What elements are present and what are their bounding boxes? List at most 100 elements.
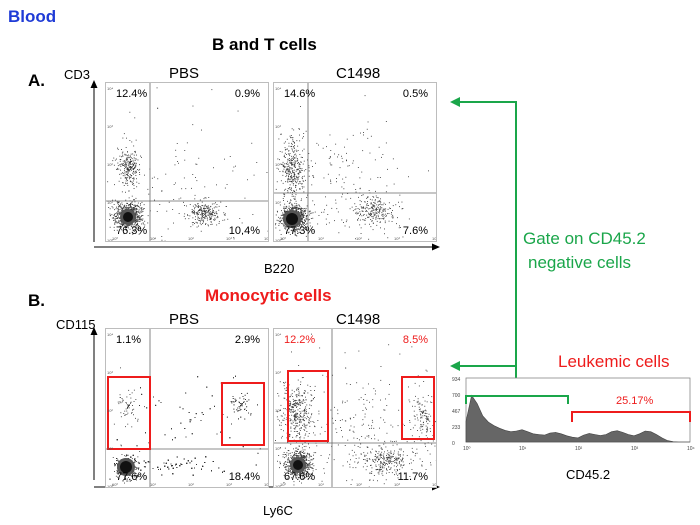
histogram-x-tick: 10³ <box>631 446 639 452</box>
negative-gate-bracket <box>465 395 569 404</box>
cd45-histogram: 934 700 467 233 0 10⁰ 10¹ 10² 10³ 10⁴ <box>452 377 695 452</box>
gate-arrow-head-lower <box>450 361 460 371</box>
y-tick-label: 10⁴ <box>107 332 114 337</box>
plot-b-c1498-q-upper-right: 8.5% <box>402 334 428 346</box>
scatter-canvas <box>106 329 268 487</box>
gate-rectangle <box>107 376 151 450</box>
y-tick-label: 10¹ <box>275 200 281 205</box>
plot-a-pbs-q-lower-right: 10.4% <box>228 225 260 237</box>
section-b-letter: B. <box>28 291 45 310</box>
plot-b-pbs: 1.1% 2.9% 77.6% 18.4% 10⁴ 10³ 10² 10¹ 10⁰ 10⁰… <box>105 328 269 488</box>
gate-rectangle <box>401 376 435 440</box>
plot-a-c1498: 14.6% 0.5% 77.3% 7.6% 10⁴ 10³ 10² 10¹ 10⁰ 10⁰… <box>273 82 437 242</box>
gate-rectangle <box>221 382 265 446</box>
gate-note-line1: Gate on CD45.2 <box>523 229 646 248</box>
plot-b-pbs-title: PBS <box>169 311 200 328</box>
panel-a-x-axis-arrow <box>432 243 440 251</box>
y-tick-label: 10⁰ <box>275 238 282 242</box>
plot-a-c1498-q-upper-left: 14.6% <box>284 88 316 100</box>
histogram-x-tick: 10⁰ <box>463 446 471 452</box>
section-b-title: Monocytic cells <box>205 286 332 305</box>
tissue-label: Blood <box>8 7 57 26</box>
plot-a-c1498-title: C1498 <box>336 65 381 82</box>
plot-b-c1498-q-lower-left: 67.6% <box>284 471 316 483</box>
x-tick-label: 10¹ <box>150 482 156 487</box>
plot-a-pbs-q-upper-right: 0.9% <box>234 88 260 100</box>
histogram-area <box>465 394 690 443</box>
panel-a-y-axis-arrow <box>90 80 98 88</box>
gate-arrow-line <box>458 101 517 398</box>
y-tick-label: 10⁰ <box>107 238 114 242</box>
histogram-x-tick: 10² <box>575 446 583 452</box>
dense-core-center <box>293 460 303 470</box>
histogram-x-tick: 10⁴ <box>687 446 695 452</box>
y-tick-label: 10⁴ <box>107 86 114 91</box>
panel-b-x-axis-label: Ly6C <box>263 503 293 518</box>
x-tick-label: 10³ <box>394 482 400 487</box>
y-tick-label: 10⁴ <box>275 86 282 91</box>
x-tick-label: 10² <box>356 482 362 487</box>
panel-a-x-axis-label: B220 <box>264 261 295 276</box>
plot-a-c1498-q-lower-left: 77.3% <box>284 225 316 237</box>
x-tick-label: 10⁰ <box>280 482 287 487</box>
y-tick-label: 10² <box>107 162 113 167</box>
plot-b-pbs-q-upper-left: 1.1% <box>116 334 142 346</box>
dense-core-center <box>120 461 132 473</box>
y-tick-label: 10³ <box>275 370 281 375</box>
panel-b-y-axis-label: CD115 <box>56 317 96 332</box>
x-tick-label: 10¹ <box>150 236 156 241</box>
y-tick-label: 10⁰ <box>275 484 282 488</box>
gate-note-line2: negative cells <box>528 253 632 272</box>
y-tick-label: 10² <box>107 408 113 413</box>
x-tick-label: 10⁰ <box>280 236 287 241</box>
x-tick-label: 10⁴ <box>432 482 437 487</box>
x-tick-label: 10⁴ <box>264 236 269 241</box>
x-tick-label: 10³ <box>226 236 232 241</box>
x-tick-label: 10¹ <box>318 236 324 241</box>
leukemic-label: Leukemic cells <box>558 352 670 371</box>
histogram-x-tick: 10¹ <box>519 446 527 452</box>
x-tick-label: 10⁴ <box>432 236 437 241</box>
y-tick-label: 10⁴ <box>275 332 282 337</box>
plot-a-c1498-q-upper-right: 0.5% <box>402 88 428 100</box>
x-tick-label: 10² <box>188 236 194 241</box>
histogram-y-tick: 233 <box>452 425 461 431</box>
plot-b-c1498-q-upper-left: 12.2% <box>284 334 316 346</box>
histogram-x-axis-label: CD45.2 <box>566 467 611 482</box>
scatter-canvas <box>274 329 436 487</box>
histogram-y-tick: 934 <box>452 377 461 383</box>
y-tick-label: 10² <box>275 408 281 413</box>
section-a-title: B and T cells <box>212 35 317 54</box>
dense-core-center <box>286 213 298 225</box>
y-tick-label: 10¹ <box>107 446 113 451</box>
y-tick-label: 10³ <box>275 124 281 129</box>
x-tick-label: 10³ <box>226 482 232 487</box>
plot-a-pbs-q-upper-left: 12.4% <box>116 88 148 100</box>
x-tick-label: 10⁴ <box>264 482 269 487</box>
histogram-y-tick: 0 <box>452 441 455 447</box>
plot-b-pbs-q-upper-right: 2.9% <box>234 334 260 346</box>
y-tick-label: 10¹ <box>107 200 113 205</box>
x-tick-label: 10¹ <box>318 482 324 487</box>
y-tick-label: 10³ <box>107 124 113 129</box>
panel-a-y-axis-label: CD3 <box>64 67 91 82</box>
panel-b-y-axis-arrow <box>90 327 98 335</box>
gate-rectangle <box>287 370 329 442</box>
plot-a-pbs-title: PBS <box>169 65 200 82</box>
plot-b-pbs-q-lower-right: 18.4% <box>228 471 260 483</box>
plot-b-c1498: 12.2% 8.5% 67.6% 11.7% 10⁴ 10³ 10² 10¹ 10⁰ 10… <box>273 328 437 488</box>
scatter-canvas <box>106 83 268 241</box>
gate-arrow-head-top <box>450 97 460 107</box>
histogram-gate-percent: 25.17% <box>616 395 654 407</box>
x-tick-label: 10³ <box>394 236 400 241</box>
plot-a-c1498-q-lower-right: 7.6% <box>402 225 428 237</box>
histogram-y-tick: 700 <box>452 393 461 399</box>
histogram-y-tick: 467 <box>452 409 461 415</box>
x-tick-label: 10² <box>188 482 194 487</box>
y-tick-label: 10² <box>275 162 281 167</box>
dense-core-center <box>123 212 133 222</box>
plot-b-c1498-title: C1498 <box>336 311 381 328</box>
plot-a-pbs-q-lower-left: 76.3% <box>116 225 148 237</box>
plot-b-c1498-q-lower-right: 11.7% <box>397 471 428 483</box>
plot-b-pbs-q-lower-left: 77.6% <box>116 471 148 483</box>
